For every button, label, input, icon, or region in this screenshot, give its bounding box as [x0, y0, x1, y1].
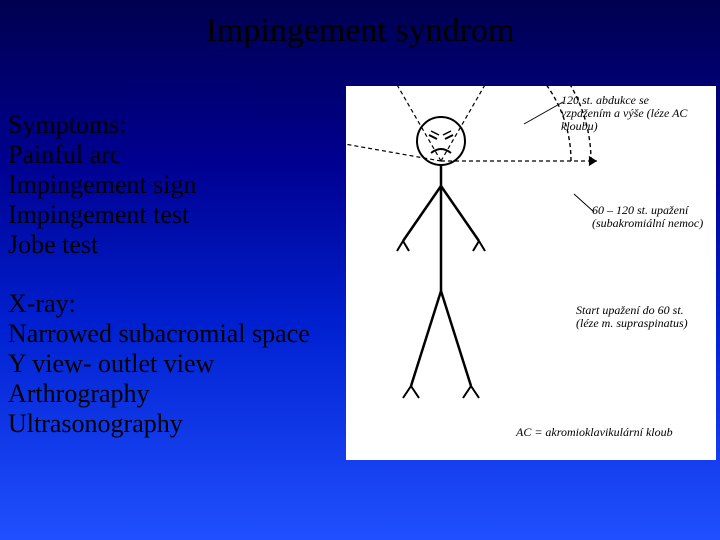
diagram-label: 120 st. abdukce sevzpažením a výše (léze…	[561, 94, 712, 134]
diagram-label: Start upažení do 60 st.(léze m. supraspi…	[576, 304, 712, 330]
xray-item: Y view- outlet view	[8, 349, 310, 379]
symptoms-block: Symptoms: Painful arc Impingement sign I…	[8, 110, 310, 259]
symptoms-item: Impingement sign	[8, 170, 310, 200]
diagram-svg	[346, 86, 716, 460]
content-area: Symptoms: Painful arc Impingement sign I…	[8, 110, 310, 439]
slide: Impingement syndrom Symptoms: Painful ar…	[0, 0, 720, 540]
xray-item: Arthrography	[8, 379, 310, 409]
symptoms-item: Impingement test	[8, 200, 310, 230]
symptoms-heading: Symptoms:	[8, 110, 310, 140]
xray-block: X-ray: Narrowed subacromial space Y view…	[8, 289, 310, 438]
diagram-label: AC = akromioklavikulární kloub	[516, 426, 712, 439]
xray-item: Narrowed subacromial space	[8, 319, 310, 349]
slide-title: Impingement syndrom	[0, 0, 720, 50]
symptoms-item: Jobe test	[8, 230, 310, 260]
xray-item: Ultrasonography	[8, 409, 310, 439]
xray-heading: X-ray:	[8, 289, 310, 319]
diagram-label: 60 – 120 st. upažení(subakromiální nemoc…	[592, 204, 712, 230]
symptoms-item: Painful arc	[8, 140, 310, 170]
diagram-panel: 120 st. abdukce sevzpažením a výše (léze…	[346, 86, 716, 460]
